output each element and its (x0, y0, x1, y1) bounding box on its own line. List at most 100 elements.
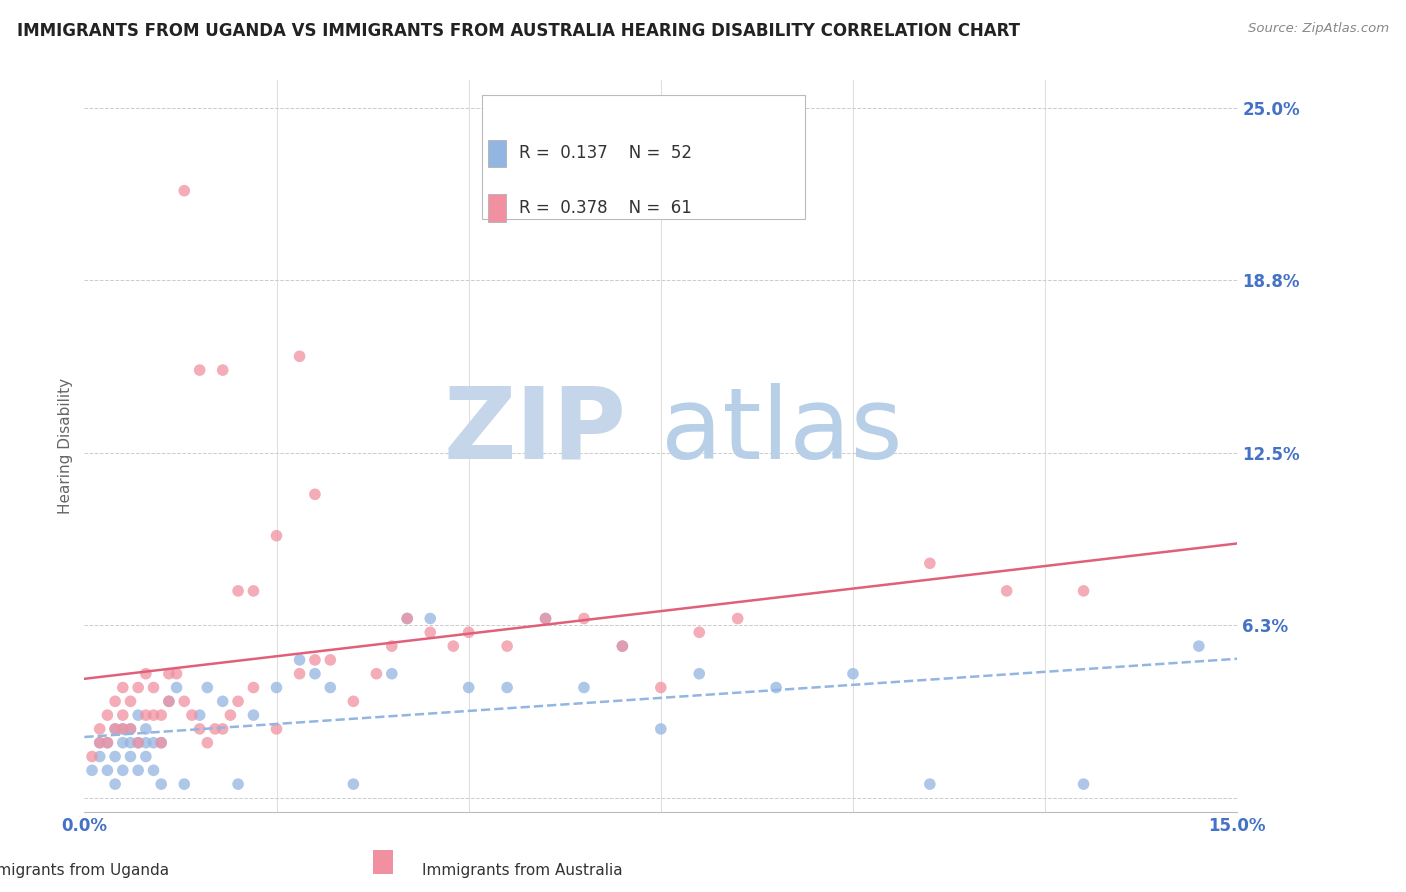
Point (127, 736, 149, 750)
Point (242, 583, 264, 598)
Point (120, 749, 142, 764)
Point (288, 349, 311, 363)
Point (135, 708, 157, 723)
Point (688, 625, 710, 640)
FancyBboxPatch shape (373, 850, 394, 874)
Point (135, 722, 157, 736)
Point (496, 639, 519, 653)
Point (142, 681, 165, 695)
FancyBboxPatch shape (488, 139, 506, 168)
Point (1188, 639, 1211, 653)
Point (457, 625, 479, 640)
Point (127, 764, 149, 778)
Point (572, 681, 595, 695)
Point (166, 666, 188, 681)
Point (304, 653, 326, 667)
Text: Immigrants from Australia: Immigrants from Australia (422, 863, 623, 878)
Point (211, 694, 233, 708)
Point (204, 722, 226, 736)
Point (381, 639, 404, 653)
Point (688, 666, 710, 681)
Point (127, 736, 149, 750)
Point (157, 666, 180, 681)
Point (226, 777, 249, 791)
Point (219, 708, 242, 723)
Point (89, 722, 111, 736)
Point (104, 749, 127, 764)
Point (111, 722, 134, 736)
Point (211, 722, 233, 736)
Point (457, 681, 479, 695)
Point (211, 363, 233, 377)
Point (96, 736, 118, 750)
FancyBboxPatch shape (482, 95, 806, 219)
Point (612, 639, 634, 653)
Point (89, 749, 111, 764)
Text: Source: ZipAtlas.com: Source: ZipAtlas.com (1249, 22, 1389, 36)
Point (96, 736, 118, 750)
Point (181, 708, 204, 723)
Point (142, 764, 165, 778)
Point (188, 722, 211, 736)
Point (120, 694, 142, 708)
Point (918, 557, 941, 571)
Y-axis label: Hearing Disability: Hearing Disability (58, 378, 73, 514)
Point (396, 611, 419, 625)
Point (366, 666, 388, 681)
Point (242, 681, 264, 695)
Point (80, 749, 103, 764)
Point (135, 749, 157, 764)
Point (111, 722, 134, 736)
Point (127, 708, 149, 723)
Point (111, 736, 134, 750)
Point (572, 611, 595, 625)
Point (120, 736, 142, 750)
Point (612, 639, 634, 653)
Point (157, 694, 180, 708)
Point (496, 681, 519, 695)
Text: R =  0.378    N =  61: R = 0.378 N = 61 (519, 199, 692, 218)
Point (135, 736, 157, 750)
Point (89, 736, 111, 750)
Point (150, 736, 173, 750)
Point (319, 653, 342, 667)
Text: R =  0.137    N =  52: R = 0.137 N = 52 (519, 145, 693, 162)
Point (188, 363, 211, 377)
Point (765, 681, 787, 695)
Point (80, 764, 103, 778)
Point (142, 708, 165, 723)
Point (142, 736, 165, 750)
Point (842, 666, 865, 681)
Point (195, 681, 218, 695)
Point (650, 722, 672, 736)
Point (226, 694, 249, 708)
Text: Immigrants from Uganda: Immigrants from Uganda (0, 863, 169, 878)
Point (342, 777, 364, 791)
Point (173, 184, 195, 198)
Point (96, 764, 118, 778)
Text: ZIP: ZIP (443, 383, 626, 480)
Point (157, 694, 180, 708)
Point (135, 666, 157, 681)
Point (419, 611, 441, 625)
Point (104, 694, 127, 708)
Point (419, 625, 441, 640)
Text: IMMIGRANTS FROM UGANDA VS IMMIGRANTS FROM AUSTRALIA HEARING DISABILITY CORRELATI: IMMIGRANTS FROM UGANDA VS IMMIGRANTS FRO… (17, 22, 1019, 40)
Point (111, 708, 134, 723)
Point (266, 722, 288, 736)
Point (96, 708, 118, 723)
Point (918, 777, 941, 791)
Point (288, 653, 311, 667)
Point (150, 708, 173, 723)
Point (188, 708, 211, 723)
Point (381, 666, 404, 681)
Point (150, 777, 173, 791)
Point (173, 694, 195, 708)
Point (104, 722, 127, 736)
FancyBboxPatch shape (488, 194, 506, 222)
Point (195, 736, 218, 750)
Point (534, 611, 557, 625)
Point (319, 681, 342, 695)
Point (173, 777, 195, 791)
Point (1073, 583, 1095, 598)
